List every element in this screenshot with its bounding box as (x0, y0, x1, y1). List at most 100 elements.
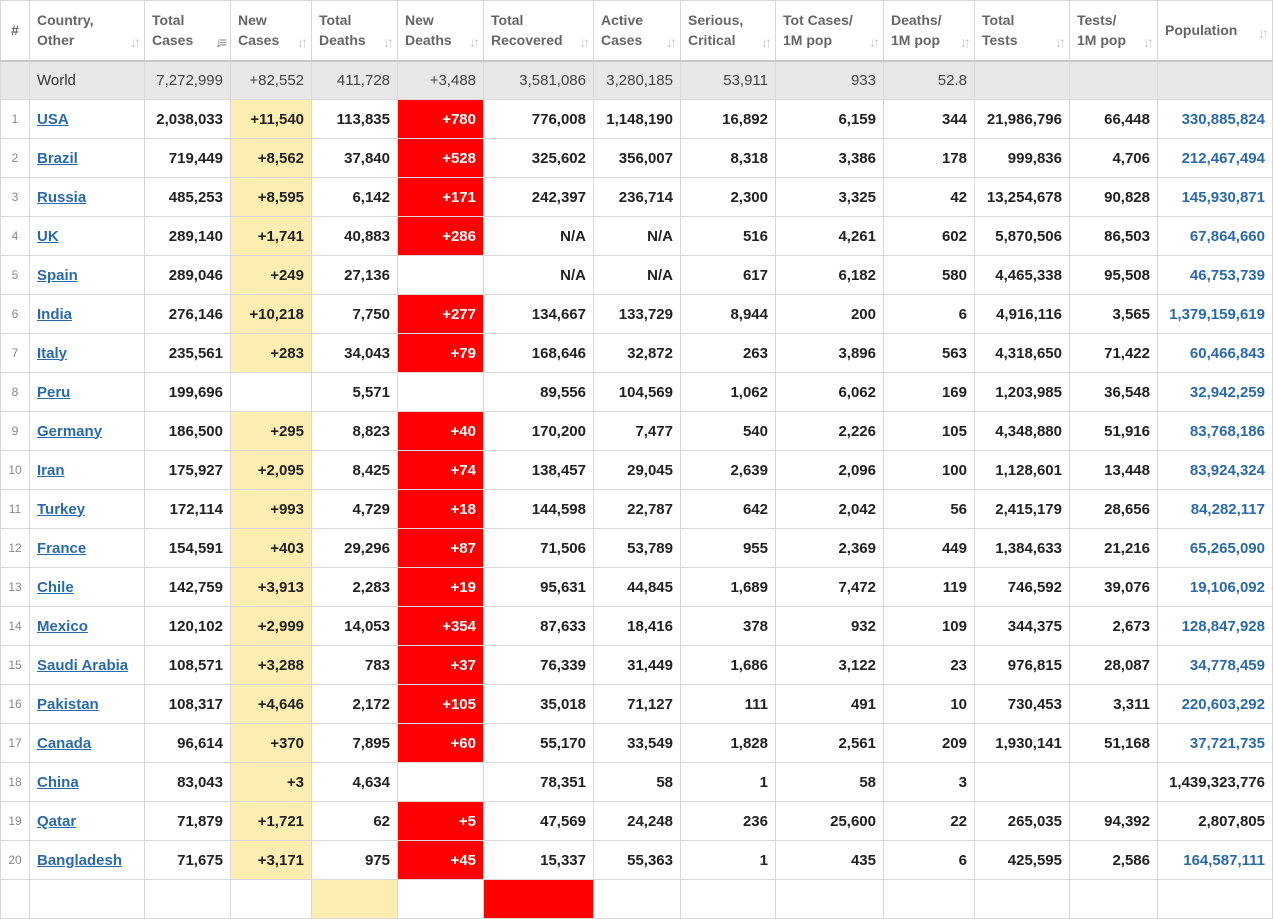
data-cell: 21,986,796 (974, 99, 1070, 139)
data-cell: 76,339 (483, 645, 594, 685)
data-cell: 62 (311, 801, 398, 841)
column-header-total-cases[interactable]: Total Cases ↓≡ (144, 0, 231, 62)
data-cell: 3,386 (775, 138, 884, 178)
sort-arrows-icon[interactable]: ↓↑ (960, 34, 971, 50)
country-link[interactable]: Italy (37, 344, 68, 362)
column-header-population[interactable]: Population ↓↑ (1157, 0, 1273, 62)
population-cell[interactable]: 83,768,186 (1157, 411, 1273, 451)
world-cell: 7,272,999 (144, 60, 231, 100)
data-cell: 33,549 (593, 723, 681, 763)
column-header-total-deaths[interactable]: Total Deaths ↓↑ (311, 0, 398, 62)
data-cell: 485,253 (144, 177, 231, 217)
column-header-total-recovered[interactable]: Total Recovered ↓↑ (483, 0, 594, 62)
column-header-label-line2: Cases (238, 32, 280, 49)
population-cell[interactable]: 65,265,090 (1157, 528, 1273, 568)
sort-arrows-icon[interactable]: ↓↑ (761, 34, 772, 50)
population-cell[interactable]: 164,587,111 (1157, 840, 1273, 880)
data-cell: 95,631 (483, 567, 594, 607)
column-header-tests-per-1m[interactable]: Tests/1M pop ↓↑ (1069, 0, 1158, 62)
population-cell[interactable]: 46,753,739 (1157, 255, 1273, 295)
country-link[interactable]: UK (37, 227, 59, 245)
data-cell: 242,397 (483, 177, 594, 217)
data-cell: 7,895 (311, 723, 398, 763)
population-cell[interactable]: 330,885,824 (1157, 99, 1273, 139)
column-header-label: Deaths/ (891, 12, 942, 29)
country-link[interactable]: France (37, 539, 87, 557)
population-cell[interactable]: 83,924,324 (1157, 450, 1273, 490)
column-header-deaths-per-1m[interactable]: Deaths/1M pop ↓↑ (883, 0, 975, 62)
sort-arrows-icon[interactable]: ↓↑ (469, 34, 480, 50)
country-cell: China (29, 762, 145, 802)
table-row: 13 Chile 142,759 +3,913 2,283 +19 95,631 44,845… (0, 567, 1273, 607)
country-link[interactable]: Turkey (37, 500, 86, 518)
data-cell: 104,569 (593, 372, 681, 412)
population-cell[interactable]: 19,106,092 (1157, 567, 1273, 607)
new-cases-cell: +370 (230, 723, 312, 763)
country-link[interactable]: Canada (37, 734, 92, 752)
data-cell: 783 (311, 645, 398, 685)
country-link[interactable]: Peru (37, 383, 71, 401)
data-cell: 2,369 (775, 528, 884, 568)
country-link[interactable]: India (37, 305, 73, 323)
population-cell[interactable]: 34,778,459 (1157, 645, 1273, 685)
column-header-new-cases[interactable]: New Cases ↓↑ (230, 0, 312, 62)
table-row: 4 UK 289,140 +1,741 40,883 +286 N/A N/A 516 4,261… (0, 216, 1273, 256)
population-cell[interactable]: 84,282,117 (1157, 489, 1273, 529)
country-link[interactable]: USA (37, 110, 69, 128)
country-link[interactable]: Brazil (37, 149, 78, 167)
column-header-new-deaths[interactable]: New Deaths ↓↑ (397, 0, 484, 62)
column-header-cases-per-1m[interactable]: Tot Cases/1M pop ↓↑ (775, 0, 884, 62)
sort-arrows-icon[interactable]: ↓↑ (1143, 34, 1154, 50)
population-cell[interactable]: 1,379,159,619 (1157, 294, 1273, 334)
population-cell[interactable]: 32,942,259 (1157, 372, 1273, 412)
column-header-label: Total (982, 12, 1015, 29)
country-cell: Pakistan (29, 684, 145, 724)
population-cell[interactable]: 220,603,292 (1157, 684, 1273, 724)
data-cell: 51,168 (1069, 723, 1158, 763)
country-link[interactable]: Mexico (37, 617, 88, 635)
rank-cell: 7 (0, 333, 30, 373)
sort-arrows-icon[interactable]: ↓↑ (297, 34, 308, 50)
column-header-label: New (238, 12, 267, 29)
sort-arrows-icon[interactable]: ↓↑ (666, 34, 677, 50)
new-deaths-cell: +37 (397, 645, 484, 685)
table-row: 9 Germany 186,500 +295 8,823 +40 170,200 7,477 5… (0, 411, 1273, 451)
sort-arrows-icon[interactable]: ↓↑ (869, 34, 880, 50)
data-cell: 119 (883, 567, 975, 607)
table-row: 15 Saudi Arabia 108,571 +3,288 783 +37 76,339 3… (0, 645, 1273, 685)
country-link[interactable]: Qatar (37, 812, 77, 830)
population-cell[interactable]: 128,847,928 (1157, 606, 1273, 646)
column-header-serious-critical[interactable]: Serious, Critical ↓↑ (680, 0, 776, 62)
country-link[interactable]: Saudi Arabia (37, 656, 129, 674)
sort-arrows-icon[interactable]: ↓↑ (579, 34, 590, 50)
sort-descending-icon[interactable]: ↓≡ (214, 34, 227, 50)
column-header-total-tests[interactable]: Total Tests ↓↑ (974, 0, 1070, 62)
population-cell[interactable]: 212,467,494 (1157, 138, 1273, 178)
country-link[interactable]: Bangladesh (37, 851, 123, 869)
country-link[interactable]: Germany (37, 422, 103, 440)
sort-arrows-icon[interactable]: ↓↑ (383, 34, 394, 50)
country-link[interactable]: Iran (37, 461, 65, 479)
sort-arrows-icon[interactable]: ↓↑ (1258, 25, 1269, 41)
column-header-active-cases[interactable]: Active Cases ↓↑ (593, 0, 681, 62)
country-link[interactable]: Russia (37, 188, 87, 206)
country-link[interactable]: Pakistan (37, 695, 99, 713)
country-cell: Saudi Arabia (29, 645, 145, 685)
population-cell[interactable]: 145,930,871 (1157, 177, 1273, 217)
column-header-rank[interactable]: # (0, 0, 30, 62)
data-cell: 3,122 (775, 645, 884, 685)
country-cell: Spain (29, 255, 145, 295)
population-cell[interactable]: 67,864,660 (1157, 216, 1273, 256)
column-header-label-line2: Critical (688, 32, 736, 49)
column-header-label-line2: Deaths (319, 32, 366, 49)
data-cell: 22,787 (593, 489, 681, 529)
rank-cell: 17 (0, 723, 30, 763)
sort-arrows-icon[interactable]: ↓↑ (130, 34, 141, 50)
population-cell[interactable]: 37,721,735 (1157, 723, 1273, 763)
sort-arrows-icon[interactable]: ↓↑ (1055, 34, 1066, 50)
population-cell[interactable]: 60,466,843 (1157, 333, 1273, 373)
country-link[interactable]: China (37, 773, 79, 791)
country-link[interactable]: Chile (37, 578, 74, 596)
column-header-country[interactable]: Country, Other ↓↑ (29, 0, 145, 62)
country-link[interactable]: Spain (37, 266, 78, 284)
